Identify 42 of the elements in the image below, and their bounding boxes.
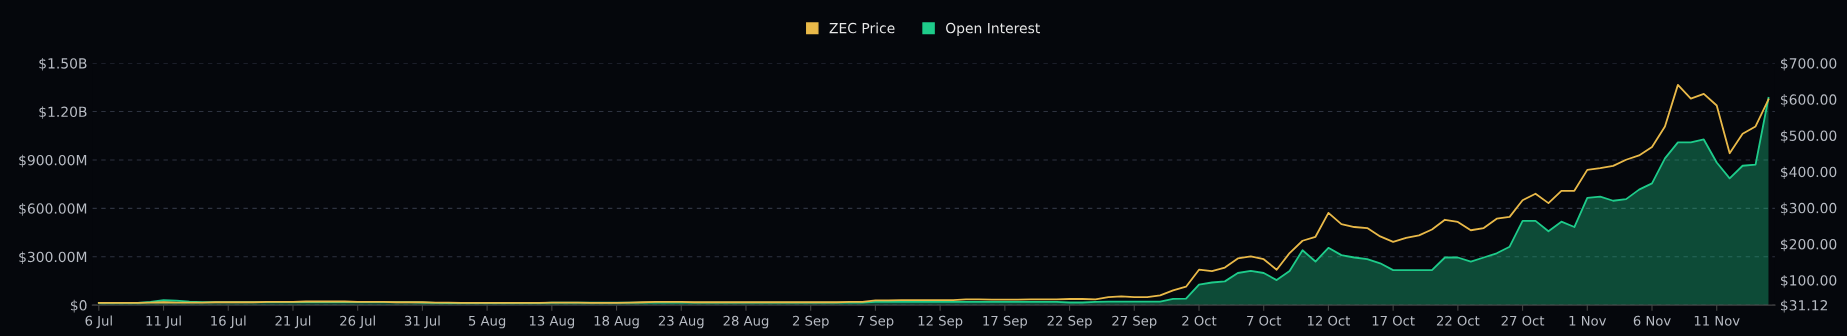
y-tick-label: $1.50B [39, 57, 87, 71]
x-tick-label: 7 Oct [1247, 315, 1282, 326]
y-tick-label: $1.20B [39, 106, 87, 119]
x-tick-label: 22 Sep [1047, 315, 1092, 329]
legend-label: Open Interest [946, 22, 1040, 37]
y2-tick-label: $31.12 [1780, 299, 1828, 313]
x-tick-label: 13 Aug [529, 315, 575, 329]
x-tick-label: 5 Aug [468, 315, 506, 329]
x-tick-label: 12 Oct [1307, 315, 1351, 326]
x-tick-label: 28 Aug [723, 315, 769, 329]
y2-tick-label: $400.00 [1780, 166, 1837, 179]
y2-tick-label: $700.00 [1780, 57, 1837, 71]
x-tick-label: 2 Oct [1182, 315, 1217, 326]
x-tick-label: 26 Jul [340, 315, 375, 329]
x-tick-label: 11 Jul [146, 315, 181, 329]
y2-tick-label: $300.00 [1780, 202, 1837, 216]
legend-label: ZEC Price [829, 22, 895, 34]
y2-tick-label: $500.00 [1780, 130, 1837, 143]
x-tick-label: 2 Sep [792, 315, 829, 329]
x-tick-label: 7 Sep [857, 315, 894, 329]
y2-tick-label: $600.00 [1780, 94, 1837, 107]
x-tick-label: 27 Sep [1112, 315, 1157, 329]
x-tick-label: 6 Jul [85, 315, 112, 329]
x-tick-label: 31 Jul [404, 315, 440, 329]
x-tick-label: 21 Jul [275, 315, 311, 329]
y-tick-label: $300.00M [19, 251, 87, 265]
x-tick-label: 17 Oct [1372, 315, 1415, 326]
x-tick-label: 18 Aug [594, 315, 639, 329]
y-tick-label: $0 [70, 299, 87, 313]
y2-tick-label: $100.00 [1780, 274, 1837, 288]
x-tick-label: 16 Jul [211, 315, 246, 329]
x-tick-label: 17 Sep [983, 315, 1028, 329]
x-tick-label: 12 Sep [918, 315, 963, 329]
x-tick-label: 1 Nov [1569, 315, 1607, 326]
y2-tick-label: $200.00 [1780, 238, 1837, 252]
y-tick-label: $900.00M [19, 154, 87, 168]
y-tick-label: $600.00M [19, 203, 87, 216]
x-tick-label: 6 Nov [1633, 315, 1671, 326]
x-tick-label: 11 Nov [1694, 315, 1740, 326]
x-tick-label: 22 Oct [1436, 315, 1480, 326]
x-tick-label: 23 Aug [658, 315, 704, 329]
x-tick-label: 27 Oct [1501, 315, 1545, 326]
